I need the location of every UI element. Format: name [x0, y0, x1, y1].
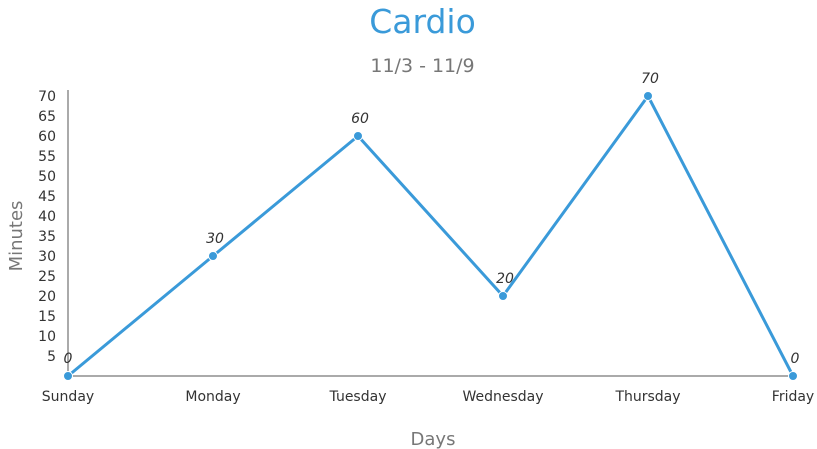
x-tick-label: Tuesday [329, 389, 387, 405]
chart-subtitle: 11/3 - 11/9 [370, 55, 475, 77]
x-tick-label: Wednesday [462, 389, 543, 405]
x-tick-label: Thursday [614, 389, 680, 405]
y-axis-title: Minutes [6, 201, 27, 272]
y-tick-label: 35 [38, 229, 56, 245]
y-tick-label: 45 [38, 189, 56, 205]
x-tick-label: Sunday [42, 389, 94, 405]
y-tick-labels: 5 10 15 20 25 30 35 40 45 50 55 60 65 70 [38, 89, 56, 365]
data-label: 20 [496, 271, 514, 287]
y-tick-label: 20 [38, 289, 56, 305]
y-tick-label: 70 [38, 89, 56, 105]
data-point[interactable] [353, 131, 363, 141]
y-tick-label: 15 [38, 309, 56, 325]
y-tick-label: 65 [38, 109, 56, 125]
data-point[interactable] [498, 291, 508, 301]
y-tick-label: 5 [47, 349, 56, 365]
data-label: 70 [641, 71, 659, 87]
data-point[interactable] [63, 371, 73, 381]
data-label: 30 [206, 231, 224, 247]
series-cardio [63, 91, 798, 381]
data-label: 60 [351, 111, 369, 127]
x-tick-labels: Sunday Monday Tuesday Wednesday Thursday Frid… [42, 389, 814, 405]
x-tick-label: Monday [185, 389, 240, 405]
data-point[interactable] [643, 91, 653, 101]
y-tick-label: 40 [38, 209, 56, 225]
data-point[interactable] [208, 251, 218, 261]
y-tick-label: 10 [38, 329, 56, 345]
y-tick-label: 25 [38, 269, 56, 285]
data-labels: 0 30 60 20 70 0 [64, 71, 800, 367]
data-label: 0 [64, 351, 73, 367]
y-tick-label: 50 [38, 169, 56, 185]
y-tick-label: 30 [38, 249, 56, 265]
chart-title: Cardio [369, 2, 476, 41]
x-tick-label: Friday [772, 389, 814, 405]
x-axis-title: Days [411, 429, 456, 449]
data-label: 0 [791, 351, 800, 367]
data-point[interactable] [788, 371, 798, 381]
series-line [67, 94, 795, 378]
y-tick-label: 55 [38, 149, 56, 165]
y-tick-label: 60 [38, 129, 56, 145]
